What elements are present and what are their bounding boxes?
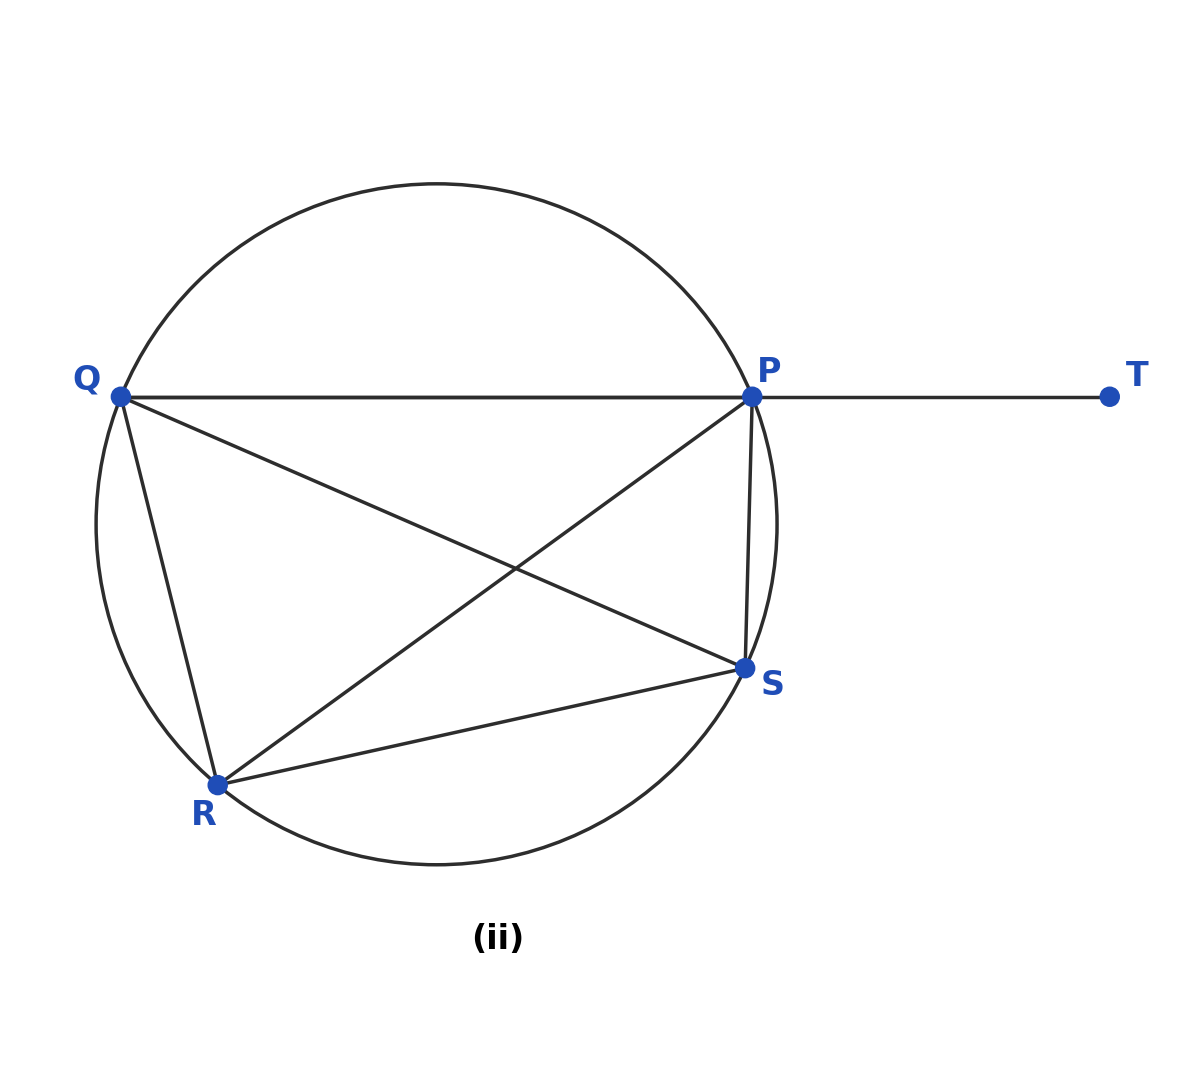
- Text: (ii): (ii): [472, 924, 524, 956]
- Text: Q: Q: [73, 363, 101, 397]
- Circle shape: [736, 659, 755, 678]
- Circle shape: [208, 776, 227, 794]
- Text: T: T: [1126, 360, 1148, 392]
- Text: P: P: [757, 356, 781, 389]
- Text: S: S: [761, 669, 785, 701]
- Circle shape: [743, 387, 762, 406]
- Circle shape: [1100, 387, 1120, 406]
- Circle shape: [112, 387, 131, 406]
- Text: R: R: [191, 800, 217, 833]
